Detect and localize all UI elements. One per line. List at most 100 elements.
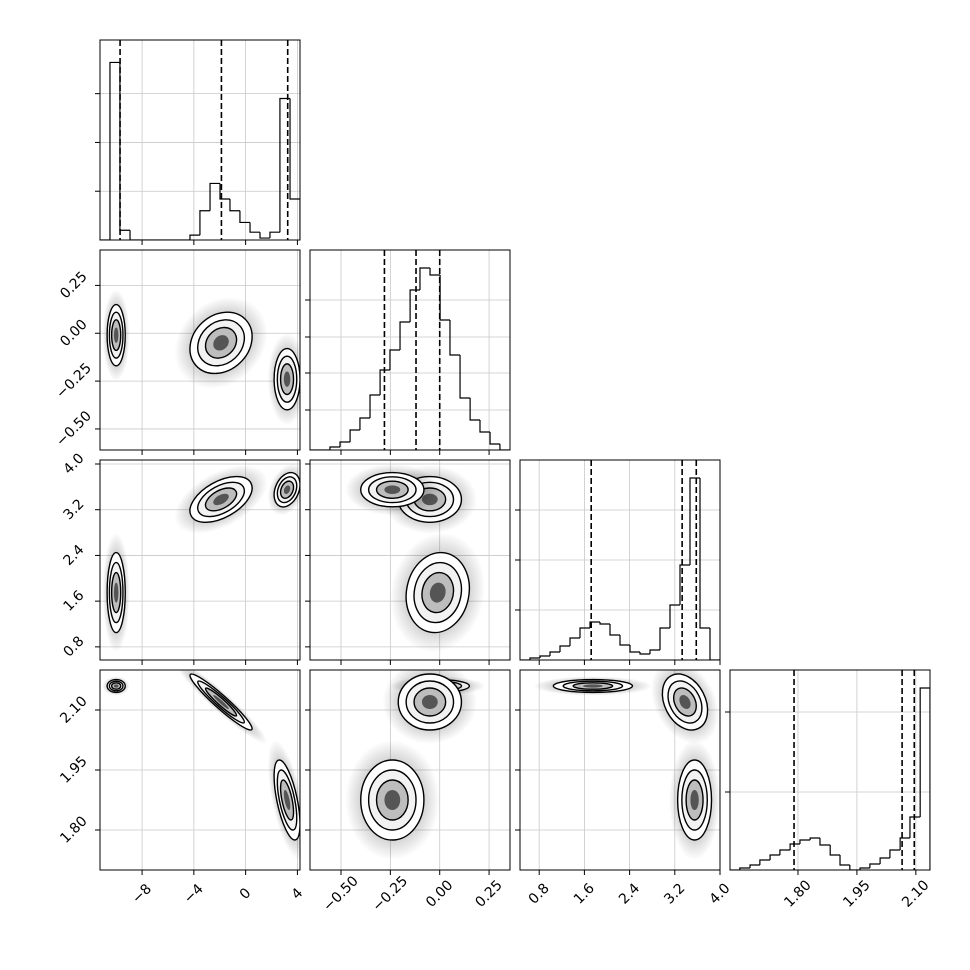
hist-bin xyxy=(559,645,570,652)
hist-bin xyxy=(239,210,251,224)
x-tick-label: 2.10 xyxy=(899,877,932,910)
hist-bin xyxy=(829,845,841,856)
hist-bin xyxy=(119,62,131,231)
contour xyxy=(213,694,229,709)
hist-bin xyxy=(289,98,300,240)
hist-bin xyxy=(189,234,200,240)
hist-bin xyxy=(879,857,890,864)
hist-bin xyxy=(649,649,660,654)
hist-bin xyxy=(399,321,411,350)
y-tick-label: 3.2 xyxy=(60,496,87,523)
hist-bin xyxy=(409,289,420,322)
contour xyxy=(384,790,401,810)
hist-bin xyxy=(589,621,600,628)
hist-bin xyxy=(269,231,280,239)
hist-bin xyxy=(549,651,560,656)
hist-bin xyxy=(749,864,760,868)
histogram xyxy=(310,250,510,450)
density-panel xyxy=(533,670,720,860)
hist-bin xyxy=(209,182,220,211)
density-panel xyxy=(344,670,486,860)
hist-bin xyxy=(449,320,461,356)
hist-bin xyxy=(919,687,930,870)
histogram xyxy=(520,460,720,660)
hist-bin xyxy=(329,446,341,450)
hist-bin xyxy=(799,839,811,844)
contour xyxy=(283,485,291,494)
x-tick-label: 2.4 xyxy=(616,880,643,907)
hist-bin xyxy=(389,349,401,370)
y-tick-label: 2.4 xyxy=(60,542,87,569)
hist-bin xyxy=(349,429,360,442)
hist-bin xyxy=(619,635,630,646)
panel-frame xyxy=(99,39,301,241)
hist-bin xyxy=(639,652,650,655)
hist-bin xyxy=(909,816,921,838)
panel-frame xyxy=(309,669,511,871)
x-tick-label: 0.00 xyxy=(423,877,456,910)
x-tick-label: 1.95 xyxy=(840,877,873,910)
hist-bin xyxy=(809,837,820,840)
contour xyxy=(283,789,291,810)
hist-bin xyxy=(779,849,791,855)
hist-bin xyxy=(739,867,751,870)
y-tick-label: 0.25 xyxy=(57,269,90,302)
y-tick-label: 0.8 xyxy=(60,633,87,660)
hist-bin xyxy=(789,843,800,850)
panel-frame xyxy=(99,459,301,661)
hist-bin xyxy=(529,657,540,660)
panel-frame xyxy=(309,249,511,451)
hist-bin xyxy=(819,838,831,846)
hist-bin xyxy=(539,655,550,658)
y-tick-label: −0.50 xyxy=(53,408,95,450)
hist-bin xyxy=(429,268,441,276)
hist-bin xyxy=(569,637,580,646)
x-tick-label: −0.50 xyxy=(320,873,362,915)
hist-bin xyxy=(489,432,500,445)
hist-bin xyxy=(679,564,690,605)
histogram xyxy=(100,40,300,240)
hist-bin xyxy=(859,867,870,870)
contour xyxy=(679,695,691,710)
y-tick-label: 0.00 xyxy=(57,317,90,350)
hist-bin xyxy=(459,355,471,399)
hist-bin xyxy=(219,183,230,200)
y-tick-label: 1.80 xyxy=(57,813,90,846)
hist-bin xyxy=(419,267,431,290)
panel-frame xyxy=(519,459,721,661)
hist-bin xyxy=(699,478,710,629)
x-tick-label: 0.8 xyxy=(526,880,553,907)
density-panel xyxy=(102,289,300,426)
x-tick-label: 3.2 xyxy=(661,880,688,907)
hist-bin xyxy=(839,855,850,866)
hist-bin xyxy=(129,230,140,240)
x-tick-label: 0 xyxy=(237,885,255,903)
hist-bin xyxy=(609,624,620,636)
hist-bin xyxy=(199,210,211,236)
panel-frame xyxy=(309,459,511,661)
hist-bin xyxy=(229,199,240,212)
hist-bin xyxy=(669,604,680,628)
x-tick-label: 4.0 xyxy=(706,880,733,907)
contour xyxy=(113,684,119,688)
contour xyxy=(113,582,119,603)
hist-bin xyxy=(479,420,491,433)
y-tick-label: 2.10 xyxy=(57,693,90,726)
hist-bin xyxy=(469,398,480,421)
hist-bin xyxy=(629,645,640,653)
x-tick-label: −4 xyxy=(181,881,207,907)
hist-bin xyxy=(339,441,351,447)
contour xyxy=(213,335,229,351)
density-panel xyxy=(344,464,486,653)
panel-frame xyxy=(729,669,931,871)
hist-bin xyxy=(499,444,510,450)
hist-bin xyxy=(379,369,390,395)
hist-bin xyxy=(899,837,910,850)
hist-bin xyxy=(769,854,780,860)
hist-bin xyxy=(599,622,610,625)
y-tick-label: −0.25 xyxy=(53,360,95,402)
x-tick-label: −8 xyxy=(129,881,155,907)
x-tick-label: 4 xyxy=(289,885,307,903)
hist-bin xyxy=(869,863,881,868)
